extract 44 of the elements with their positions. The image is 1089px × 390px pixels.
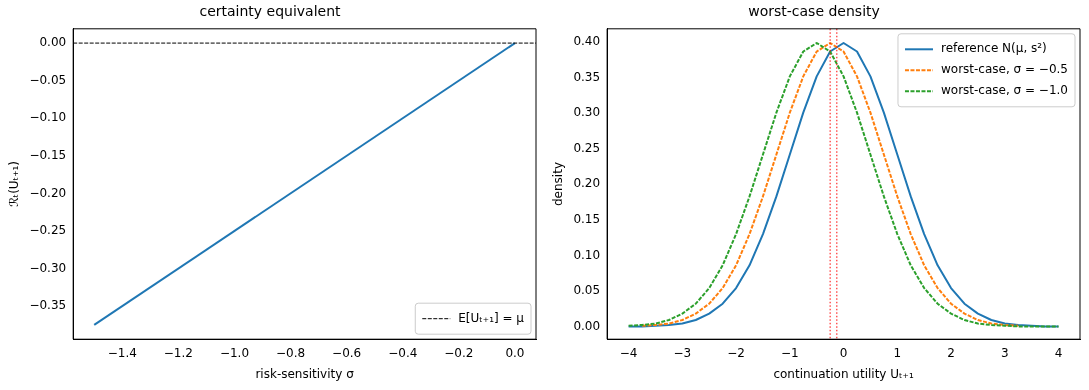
y-tick-label: −0.20 bbox=[29, 185, 67, 200]
legend-label: worst-case, σ = −0.5 bbox=[940, 62, 1069, 77]
y-axis-title: density bbox=[551, 162, 566, 206]
x-axis-title: risk-sensitivity σ bbox=[255, 366, 355, 381]
x-tick-label: −0.4 bbox=[388, 345, 418, 360]
y-tick-label: 0.15 bbox=[573, 212, 601, 226]
x-tick-label: −4 bbox=[619, 345, 638, 360]
y-tick-label: −0.10 bbox=[29, 110, 67, 125]
x-tick-label: −0.6 bbox=[332, 345, 362, 360]
chart-title: certainty equivalent bbox=[199, 3, 342, 20]
x-tick-label: −3 bbox=[673, 345, 692, 360]
y-tick-label: −0.25 bbox=[29, 223, 67, 238]
chart-title: worst-case density bbox=[748, 3, 880, 20]
y-tick-label: 0.10 bbox=[573, 247, 601, 262]
x-tick-label: −1 bbox=[780, 345, 799, 360]
x-tick-label: −1.0 bbox=[219, 345, 250, 360]
y-tick-label: 0.30 bbox=[573, 105, 601, 120]
y-tick-label: 0.20 bbox=[573, 176, 601, 191]
x-tick-label: 2 bbox=[947, 345, 955, 360]
x-tick-label: 3 bbox=[1000, 345, 1009, 360]
x-tick-label: 4 bbox=[1054, 345, 1063, 360]
y-axis-title: ℛₜ(Uₜ₊₁) bbox=[7, 161, 22, 207]
y-tick-label: −0.30 bbox=[29, 260, 67, 275]
y-tick-label: 0.40 bbox=[573, 34, 601, 49]
x-tick-label: −1.4 bbox=[107, 345, 137, 360]
x-tick-label: −0.8 bbox=[275, 345, 306, 360]
x-tick-label: −2 bbox=[727, 345, 745, 360]
y-tick-label: −0.05 bbox=[29, 72, 67, 87]
x-tick-label: −0.2 bbox=[444, 345, 474, 360]
x-tick-label: 1 bbox=[893, 345, 902, 360]
legend-label: reference N(μ, s²) bbox=[940, 41, 1047, 56]
x-axis-title: continuation utility Uₜ₊₁ bbox=[773, 366, 914, 381]
legend-label: E[Uₜ₊₁] = μ bbox=[458, 310, 525, 325]
y-tick-label: 0.00 bbox=[573, 318, 601, 333]
y-tick-label: −0.35 bbox=[29, 298, 67, 313]
y-tick-label: 0.05 bbox=[573, 283, 601, 298]
legend-label: worst-case, σ = −1.0 bbox=[940, 83, 1069, 98]
y-tick-label: 0.25 bbox=[573, 140, 601, 155]
y-tick-label: 0.35 bbox=[573, 69, 601, 84]
y-tick-label: −0.15 bbox=[29, 147, 67, 162]
y-tick-label: 0.00 bbox=[39, 35, 67, 50]
x-tick-label: −1.2 bbox=[163, 345, 193, 360]
x-tick-label: 0 bbox=[839, 345, 848, 360]
x-tick-label: 0.0 bbox=[505, 345, 525, 360]
